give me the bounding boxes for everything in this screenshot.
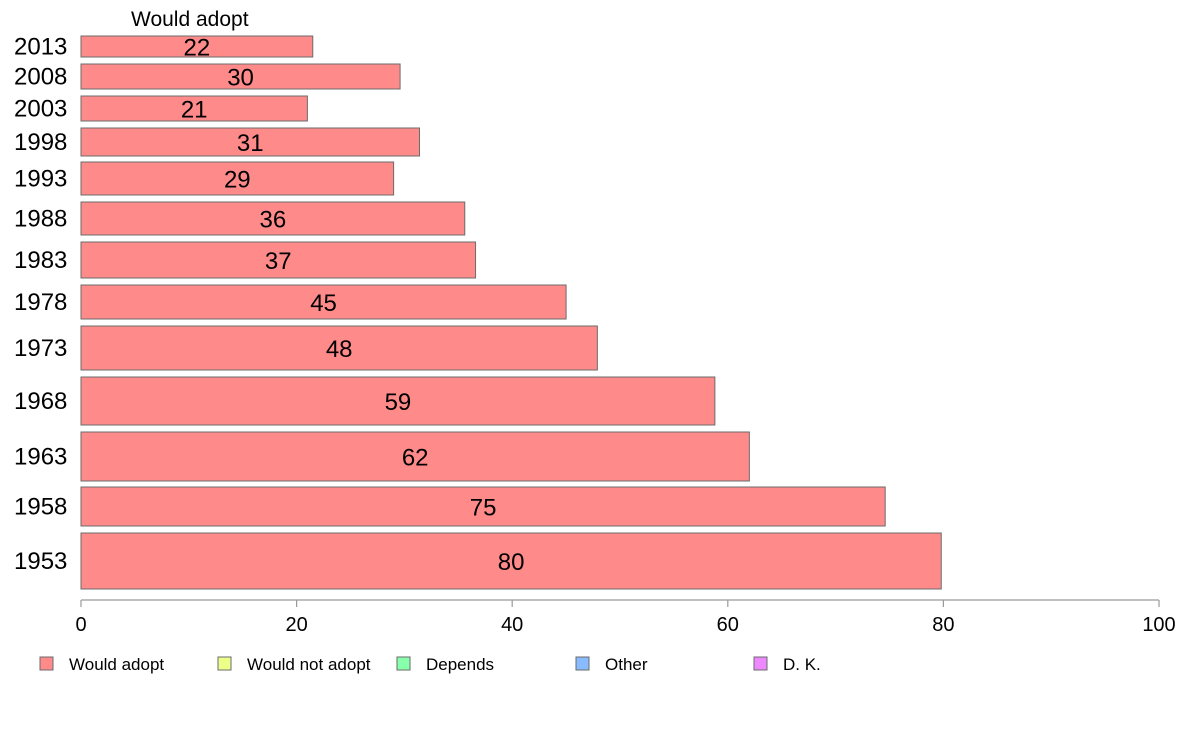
value-label-1953: 80: [498, 549, 525, 576]
value-label-2008: 30: [227, 65, 254, 92]
bar-2013: [80, 35, 314, 58]
bar-1983: [80, 241, 477, 279]
value-label-1973: 48: [326, 336, 353, 363]
bar-2003: [80, 95, 308, 122]
bar-1953: [80, 532, 942, 590]
x-tick-label-0: 0: [75, 614, 86, 636]
series-title: Would adopt: [131, 8, 249, 31]
legend-label-2: Depends: [426, 655, 494, 674]
value-label-1968: 59: [385, 389, 412, 416]
bar-1973: [80, 325, 598, 371]
bar-1998: [80, 127, 420, 157]
bar-1968: [80, 376, 716, 426]
value-label-1988: 36: [260, 207, 287, 234]
category-label-2013: 2013: [14, 34, 67, 61]
legend-swatch-3: [575, 656, 590, 671]
value-label-1978: 45: [310, 290, 337, 317]
bar-1993: [80, 161, 395, 196]
value-label-2013: 22: [184, 35, 211, 62]
x-tick-label-20: 20: [285, 614, 307, 636]
category-label-1993: 1993: [14, 166, 67, 193]
category-label-1978: 1978: [14, 289, 67, 316]
bar-1963: [80, 431, 750, 482]
value-label-1983: 37: [265, 248, 292, 275]
x-tick-label-60: 60: [717, 614, 739, 636]
legend-label-0: Would adopt: [69, 655, 164, 674]
legend-label-1: Would not adopt: [247, 655, 371, 674]
value-label-1993: 29: [224, 167, 251, 194]
category-label-1968: 1968: [14, 388, 67, 415]
value-label-1958: 75: [470, 495, 497, 522]
category-label-1963: 1963: [14, 444, 67, 471]
category-label-1953: 1953: [14, 548, 67, 575]
legend-swatch-1: [217, 656, 232, 671]
legend-label-3: Other: [605, 655, 648, 674]
category-label-2008: 2008: [14, 64, 67, 91]
bar-1978: [80, 284, 567, 320]
bar-1988: [80, 201, 466, 236]
value-label-1998: 31: [237, 130, 264, 157]
x-tick-label-80: 80: [932, 614, 954, 636]
value-label-1963: 62: [402, 445, 429, 472]
legend-swatch-2: [396, 656, 411, 671]
legend: Would adopt Would not adopt Depends Other D.…: [39, 655, 821, 674]
legend-swatch-4: [753, 656, 768, 671]
category-label-1958: 1958: [14, 494, 67, 521]
bar-1958: [80, 486, 886, 527]
category-label-1973: 1973: [14, 335, 67, 362]
legend-swatch-0: [39, 656, 54, 671]
category-label-1988: 1988: [14, 206, 67, 233]
x-axis: 0 20 40 60 80 100: [75, 599, 1176, 636]
category-label-2003: 2003: [14, 96, 67, 123]
category-label-1998: 1998: [14, 129, 67, 156]
value-label-2003: 21: [181, 97, 208, 124]
bars-group: 2013 22 2008 30 2003 21 1998 31 1993 29 1988 36 1983…: [14, 34, 942, 590]
bar-2008: [80, 63, 401, 90]
x-tick-label-40: 40: [501, 614, 523, 636]
legend-label-4: D. K.: [783, 655, 821, 674]
category-label-1983: 1983: [14, 247, 67, 274]
x-tick-label-100: 100: [1142, 614, 1175, 636]
